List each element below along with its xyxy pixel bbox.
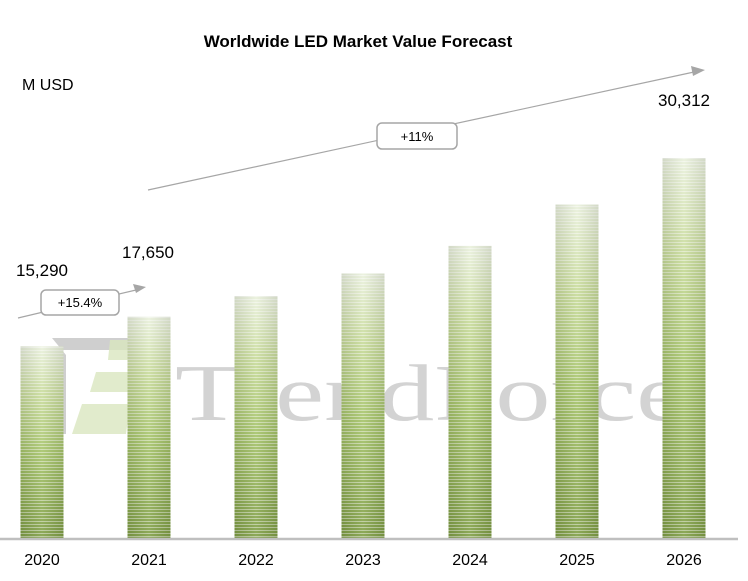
data-label: 17,650 [122,243,174,262]
x-tick-label: 2021 [131,552,167,569]
bar-2025 [555,204,599,538]
bar-shade [234,296,278,538]
bar-2024 [448,245,492,538]
bar-shade [341,273,385,538]
growth-badge-2-text: +11% [401,129,434,144]
bar-2021 [127,316,171,538]
growth-annotation-2: +11% [147,66,705,191]
bar-2023 [341,273,385,538]
arrow-head-icon [691,66,705,76]
bar-2020 [20,346,64,538]
bars [20,158,706,538]
data-label: 15,290 [16,261,68,280]
growth-badge-1 [40,289,120,316]
bar-shade [555,204,599,538]
chart-title: Worldwide LED Market Value Forecast [204,32,513,51]
y-axis-unit-label: M USD [22,77,74,94]
growth-badge-2 [376,122,458,150]
watermark-logo-accent-icon [72,340,152,434]
x-tick-label: 2025 [559,552,595,569]
bar-2022 [234,296,278,538]
x-tick-label: 2023 [345,552,381,569]
x-tick-label: 2024 [452,552,488,569]
bar-shade [662,158,706,538]
x-tick-label: 2022 [238,552,274,569]
bar-shade [127,316,171,538]
x-tick-label: 2020 [24,552,60,569]
growth-badge-1-text: +15.4% [58,295,103,310]
data-label: 30,312 [658,91,710,110]
x-tick-labels: 2020 2021 2022 2023 2024 2025 2026 [24,552,702,569]
data-labels: 15,290 17,650 30,312 [16,91,710,280]
bar-shade [448,245,492,538]
arrow-head-icon [133,284,146,293]
growth-annotation-1: +15.4% [17,284,146,319]
bar-shade [20,346,64,538]
bar-2026 [662,158,706,538]
x-tick-label: 2026 [666,552,702,569]
